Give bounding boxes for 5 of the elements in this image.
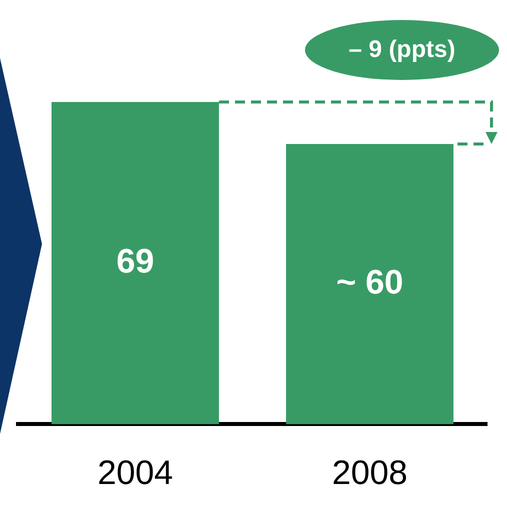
- text: – 9 (ppts): [348, 36, 456, 64]
- data-label: 69: [116, 242, 154, 280]
- x-tick-label: 2008: [332, 454, 408, 492]
- data-label: ~ 60: [336, 263, 404, 302]
- x-tick-label: 2004: [97, 454, 174, 492]
